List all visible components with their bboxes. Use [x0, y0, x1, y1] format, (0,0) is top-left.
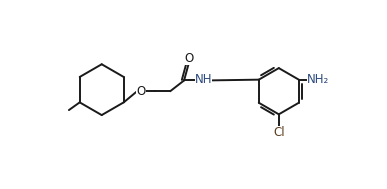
- Text: NH: NH: [195, 73, 212, 86]
- Text: Cl: Cl: [273, 125, 284, 139]
- Text: NH₂: NH₂: [307, 73, 329, 86]
- Text: O: O: [185, 52, 194, 65]
- Text: O: O: [136, 85, 146, 98]
